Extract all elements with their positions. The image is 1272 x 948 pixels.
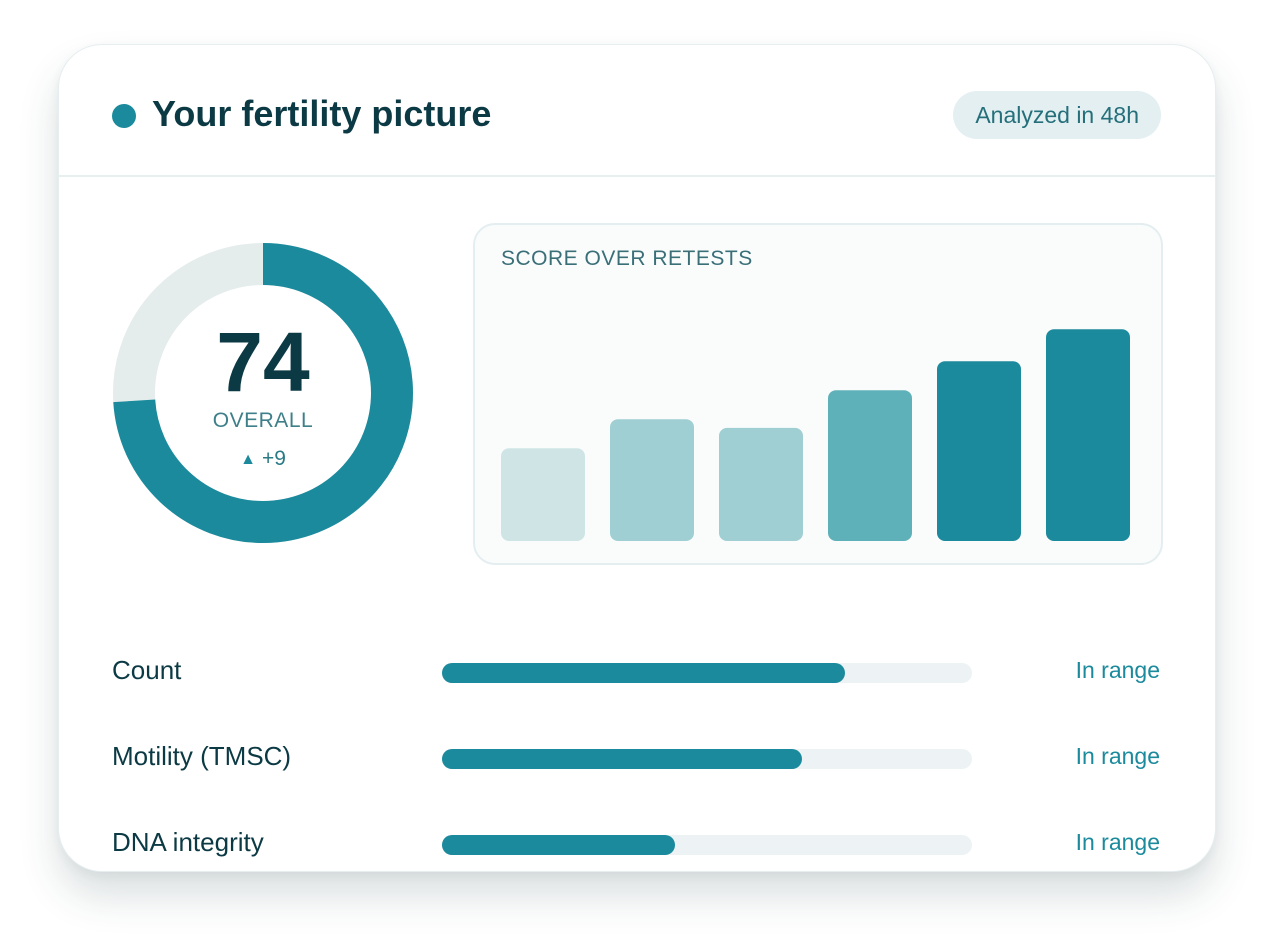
score-over-retests-chart: SCORE OVER RETESTS — [473, 223, 1163, 565]
bar-retest-5 — [937, 361, 1021, 541]
donut-progress-arc — [113, 243, 413, 543]
metric-track — [442, 835, 972, 855]
bar-retest-6 — [1046, 329, 1130, 541]
card-header: Your fertility picture Analyzed in 48h — [59, 45, 1215, 177]
overall-score-value: 74 — [216, 315, 310, 409]
metric-fill — [442, 749, 803, 769]
analysis-time-badge: Analyzed in 48h — [953, 91, 1161, 139]
card-title: Your fertility picture — [152, 93, 492, 134]
triangle-up-icon: ▲ — [240, 451, 256, 468]
metric-status: In range — [1075, 829, 1160, 855]
bar-retest-4 — [828, 390, 912, 541]
bar-chart-svg — [501, 329, 1130, 541]
metric-label: DNA integrity — [112, 827, 264, 857]
score-delta: ▲ +9 — [111, 447, 415, 471]
metric-status: In range — [1075, 657, 1160, 683]
metric-label: Motility (TMSC) — [112, 741, 292, 771]
metric-fill — [442, 663, 845, 683]
bar-retest-2 — [610, 419, 694, 541]
metric-label: Count — [112, 655, 182, 685]
overall-score-label: OVERALL — [212, 409, 314, 432]
metric-row-dna-integrity: DNA integrity In range — [59, 823, 1215, 863]
donut-ring — [113, 243, 413, 543]
chart-title: SCORE OVER RETESTS — [501, 247, 753, 270]
metric-status: In range — [1075, 743, 1160, 769]
bar-retest-3 — [719, 427, 803, 541]
fertility-card: Your fertility picture Analyzed in 48h 7… — [58, 44, 1216, 872]
status-dot-icon — [112, 104, 136, 128]
metric-fill — [442, 835, 676, 855]
metric-track — [442, 663, 972, 683]
overall-score-donut: 74 OVERALL ▲ +9 — [111, 241, 415, 545]
bar-retest-1 — [501, 448, 585, 541]
metric-track — [442, 749, 972, 769]
metric-row-motility: Motility (TMSC) In range — [59, 737, 1215, 777]
score-delta-value: +9 — [261, 447, 286, 470]
metric-row-count: Count In range — [59, 651, 1215, 691]
